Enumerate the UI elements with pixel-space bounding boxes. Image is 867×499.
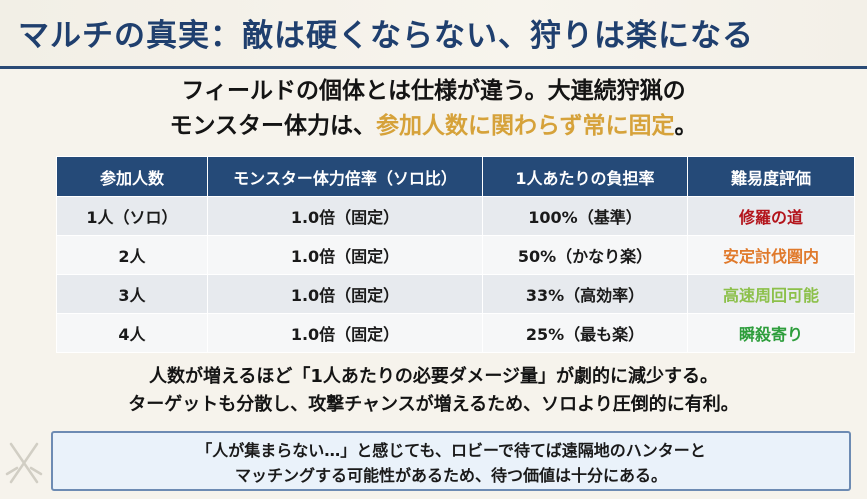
table-row: 3人 1.0倍（固定） 33%（高効率） 高速周回可能: [56, 274, 855, 314]
table-row: 4人 1.0倍（固定） 25%（最も楽） 瞬殺寄り: [56, 313, 855, 353]
cell-hp-rate: 1.0倍（固定）: [207, 235, 483, 275]
cell-burden: 25%（最も楽）: [482, 313, 688, 353]
note-box: 「人が集まらない…」と感じても、ロビーで待てば遠隔地のハンターと マッチングする…: [51, 431, 851, 491]
cell-players: 4人: [56, 313, 208, 353]
title-bar: マルチの真実：敵は硬くならない、狩りは楽になる: [0, 0, 867, 69]
intro-line-1: フィールドの個体とは仕様が違う。大連続狩猟の: [181, 78, 686, 104]
summary-text: 人数が増えるほど「1人あたりの必要ダメージ量」が劇的に減少する。 ターゲットも分…: [0, 363, 867, 419]
cell-hp-rate: 1.0倍（固定）: [207, 196, 483, 236]
summary-line-1: 人数が増えるほど「1人あたりの必要ダメージ量」が劇的に減少する。: [148, 366, 719, 387]
intro-line-2: モンスター体力は、参加人数に関わらず常に固定。: [0, 109, 867, 144]
cell-players: 3人: [56, 274, 208, 314]
hp-scaling-table: 参加人数 モンスター体力倍率（ソロ比） 1人あたりの負担率 難易度評価 1人（ソ…: [56, 156, 855, 353]
note-line-2: マッチングする可能性があるため、待つ価値は十分にある。: [234, 466, 667, 485]
cell-players: 2人: [56, 235, 208, 275]
cell-players: 1人（ソロ）: [56, 196, 208, 236]
cell-hp-rate: 1.0倍（固定）: [207, 313, 483, 353]
table-row: 1人（ソロ） 1.0倍（固定） 100%（基準） 修羅の道: [56, 196, 855, 236]
header-burden: 1人あたりの負担率: [482, 156, 688, 197]
note-line-1: 「人が集まらない…」と感じても、ロビーで待てば遠隔地のハンターと: [196, 441, 706, 460]
cell-burden: 100%（基準）: [482, 196, 688, 236]
cell-rating: 高速周回可能: [687, 274, 855, 314]
intro-line-2-prefix: モンスター体力は、: [169, 113, 376, 139]
header-rating: 難易度評価: [687, 156, 855, 197]
intro-text: フィールドの個体とは仕様が違う。大連続狩猟の モンスター体力は、参加人数に関わら…: [0, 74, 867, 144]
intro-line-2-suffix: 。: [674, 113, 698, 139]
cell-hp-rate: 1.0倍（固定）: [207, 274, 483, 314]
cell-rating: 瞬殺寄り: [687, 313, 855, 353]
cell-rating: 修羅の道: [687, 196, 855, 236]
header-hp-rate: モンスター体力倍率（ソロ比）: [207, 156, 483, 197]
header-players: 参加人数: [56, 156, 208, 197]
intro-accent: 参加人数に関わらず常に固定: [376, 113, 675, 139]
summary-line-2: ターゲットも分散し、攻撃チャンスが増えるため、ソロより圧倒的に有利。: [128, 394, 739, 415]
crossed-swords-icon: [3, 432, 45, 492]
cell-burden: 50%（かなり楽）: [482, 235, 688, 275]
table-header-row: 参加人数 モンスター体力倍率（ソロ比） 1人あたりの負担率 難易度評価: [56, 156, 855, 197]
table-row: 2人 1.0倍（固定） 50%（かなり楽） 安定討伐圏内: [56, 235, 855, 275]
page-title: マルチの真実：敵は硬くならない、狩りは楽になる: [18, 18, 754, 54]
cell-burden: 33%（高効率）: [482, 274, 688, 314]
cell-rating: 安定討伐圏内: [687, 235, 855, 275]
